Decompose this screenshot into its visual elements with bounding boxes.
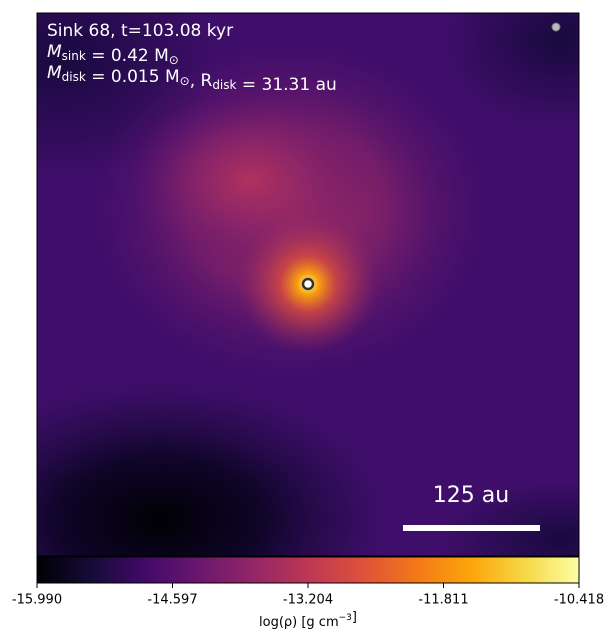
info-text-part: = 31.31 au <box>236 75 336 95</box>
info-subscript: disk <box>212 78 236 92</box>
label-superscript: −3 <box>339 613 352 623</box>
info-subscript: disk <box>62 70 86 84</box>
companion-sink <box>551 22 561 32</box>
info-line: Msink = 0.42 M⊙ <box>47 42 179 67</box>
info-text-part: M <box>47 42 62 62</box>
plot-frame <box>36 12 580 557</box>
info-subscript: ⊙ <box>169 53 179 67</box>
info-text-part: = 0.42 M <box>86 46 169 66</box>
info-subscript: sink <box>62 49 86 63</box>
info-text-part: = 0.015 M <box>86 67 180 87</box>
colorbar <box>36 556 580 584</box>
info-text-part: , R <box>190 71 213 91</box>
colorbar-tick-label: -15.990 <box>12 593 62 608</box>
info-text-part: Sink 68, t=103.08 kyr <box>47 21 233 41</box>
info-line: Sink 68, t=103.08 kyr <box>47 21 233 41</box>
colorbar-tick-label: -10.418 <box>554 593 604 608</box>
colorbar-label: log(ρ) [g cm−3] <box>259 610 357 630</box>
label-part: log(ρ) [g cm <box>259 615 339 630</box>
sink-marker <box>301 277 315 291</box>
scale-bar <box>403 525 540 531</box>
info-text-part: M <box>47 63 62 83</box>
scale-bar-label: 125 au <box>433 483 509 508</box>
info-subscript: ⊙ <box>180 74 190 88</box>
colorbar-tick-label: -14.597 <box>147 593 197 608</box>
colorbar-axis: -15.990 -14.597 -13.204 -11.811 -10.418 <box>12 583 604 608</box>
colorbar-tick-label: -13.204 <box>283 593 333 608</box>
info-line: Mdisk = 0.015 M⊙, Rdisk = 31.31 au <box>47 63 337 95</box>
colorbar-tick-label: -11.811 <box>418 593 468 608</box>
label-part: ] <box>352 610 357 625</box>
